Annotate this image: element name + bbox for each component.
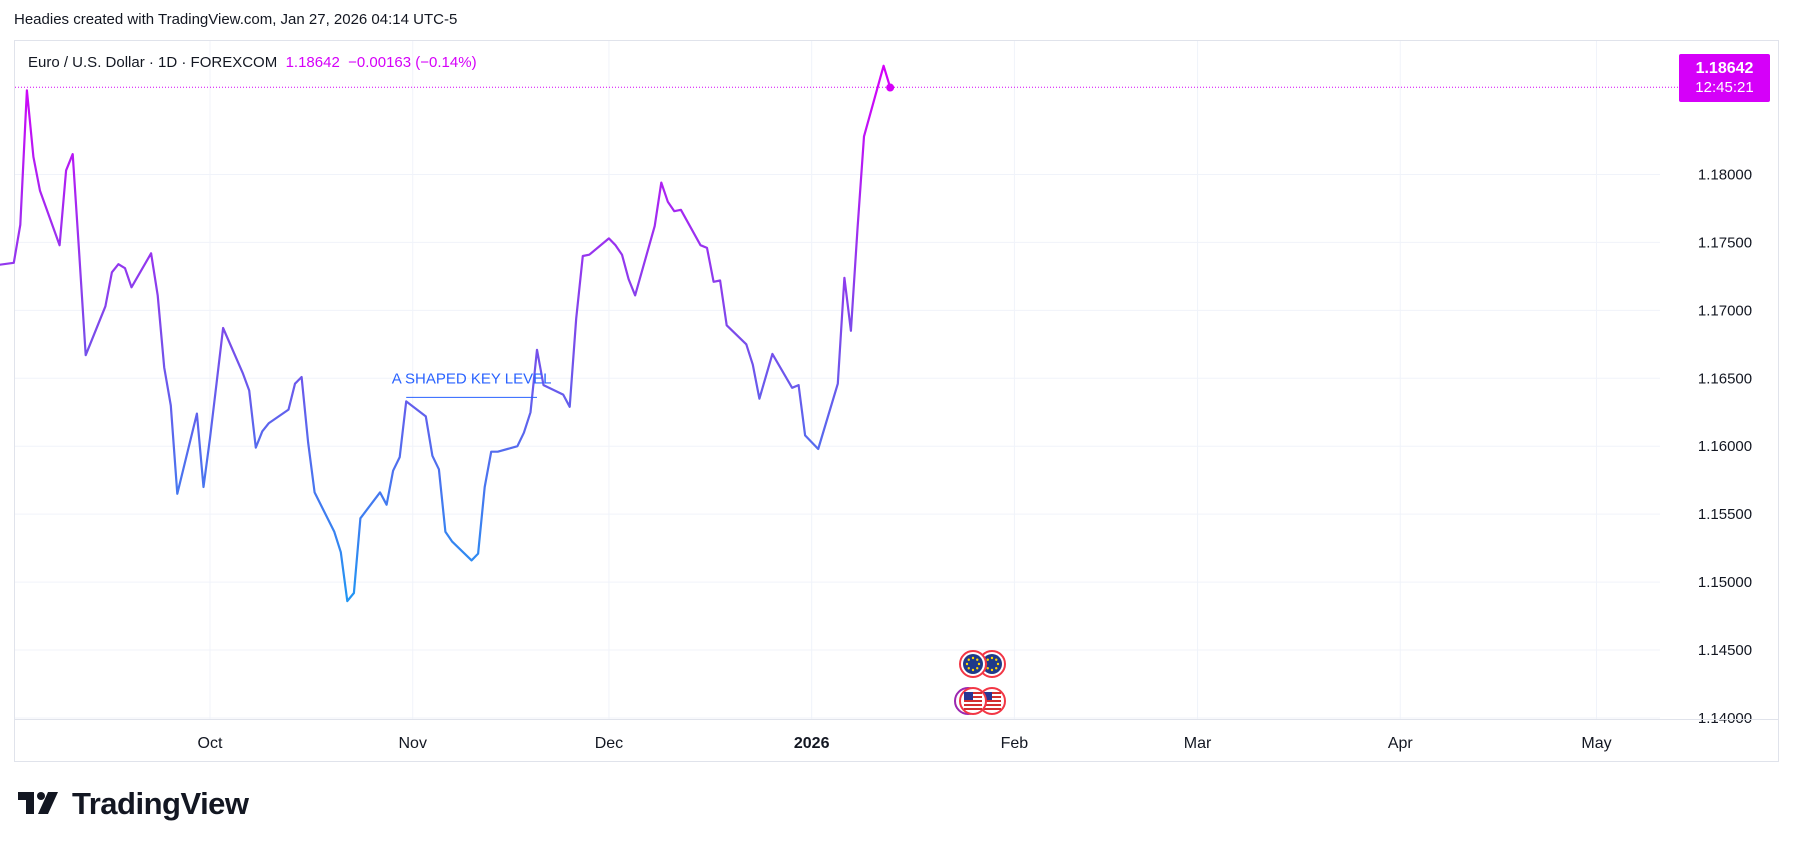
y-tick-label: 1.18000 xyxy=(1698,166,1752,183)
us-flag-canton xyxy=(983,692,992,700)
eu-flag-star xyxy=(967,667,970,670)
us-flag-canton xyxy=(964,692,973,700)
x-tick-label: Oct xyxy=(198,735,223,752)
last-price-marker xyxy=(886,83,895,92)
eu-flag-star xyxy=(986,658,989,661)
price-line-series[interactable] xyxy=(0,64,892,603)
y-tick-label: 1.16000 xyxy=(1698,438,1752,455)
eu-flag-star xyxy=(971,668,975,672)
footer-branding[interactable]: TradingView xyxy=(18,786,249,822)
last-price-value: 1.18642 xyxy=(1695,60,1754,77)
eu-flag-star xyxy=(976,667,979,670)
last-price-tag: 1.18642 12:45:21 xyxy=(1679,54,1770,102)
eu-flag-star xyxy=(971,656,975,660)
y-tick-label: 1.15000 xyxy=(1698,574,1752,591)
eu-flag-star xyxy=(986,667,989,670)
eu-flag-star xyxy=(965,662,969,666)
eu-flag-star xyxy=(976,658,979,661)
symbol-legend[interactable]: Euro / U.S. Dollar · 1D · FOREXCOM 1.186… xyxy=(28,54,477,71)
x-tick-label: Mar xyxy=(1184,735,1212,752)
symbol-label: Euro / U.S. Dollar · 1D · FOREXCOM xyxy=(28,54,278,71)
x-tick-label: Dec xyxy=(595,735,623,752)
eu-flag-star xyxy=(967,658,970,661)
y-tick-label: 1.14500 xyxy=(1698,642,1752,659)
x-tick-label: 2026 xyxy=(794,735,830,752)
y-tick-label: 1.17000 xyxy=(1698,302,1752,319)
x-tick-label: Nov xyxy=(399,735,427,752)
eu-flag-star xyxy=(995,667,998,670)
chart-frame xyxy=(14,40,1779,762)
y-tick-label: 1.17500 xyxy=(1698,234,1752,251)
x-tick-label: Feb xyxy=(1001,735,1029,752)
legend-change: −0.00163 (−0.14%) xyxy=(348,54,477,71)
brand-name: TradingView xyxy=(72,786,249,821)
y-tick-label: 1.14000 xyxy=(1698,710,1752,727)
eu-flag-star xyxy=(977,662,981,666)
x-tick-label: May xyxy=(1581,735,1611,752)
eu-flag-star xyxy=(990,656,994,660)
y-tick-label: 1.16500 xyxy=(1698,370,1752,387)
x-tick-label: Apr xyxy=(1388,735,1414,752)
eu-flag-star xyxy=(990,668,994,672)
bar-countdown: 12:45:21 xyxy=(1695,79,1754,96)
key-level-label: A SHAPED KEY LEVEL xyxy=(392,370,552,387)
legend-price: 1.18642 xyxy=(285,54,340,71)
eu-flag-star xyxy=(996,662,1000,666)
y-tick-label: 1.15500 xyxy=(1698,506,1752,523)
eu-flag-star xyxy=(995,658,998,661)
tradingview-logo-icon xyxy=(18,792,58,814)
chart-caption: Headies created with TradingView.com, Ja… xyxy=(14,11,458,28)
